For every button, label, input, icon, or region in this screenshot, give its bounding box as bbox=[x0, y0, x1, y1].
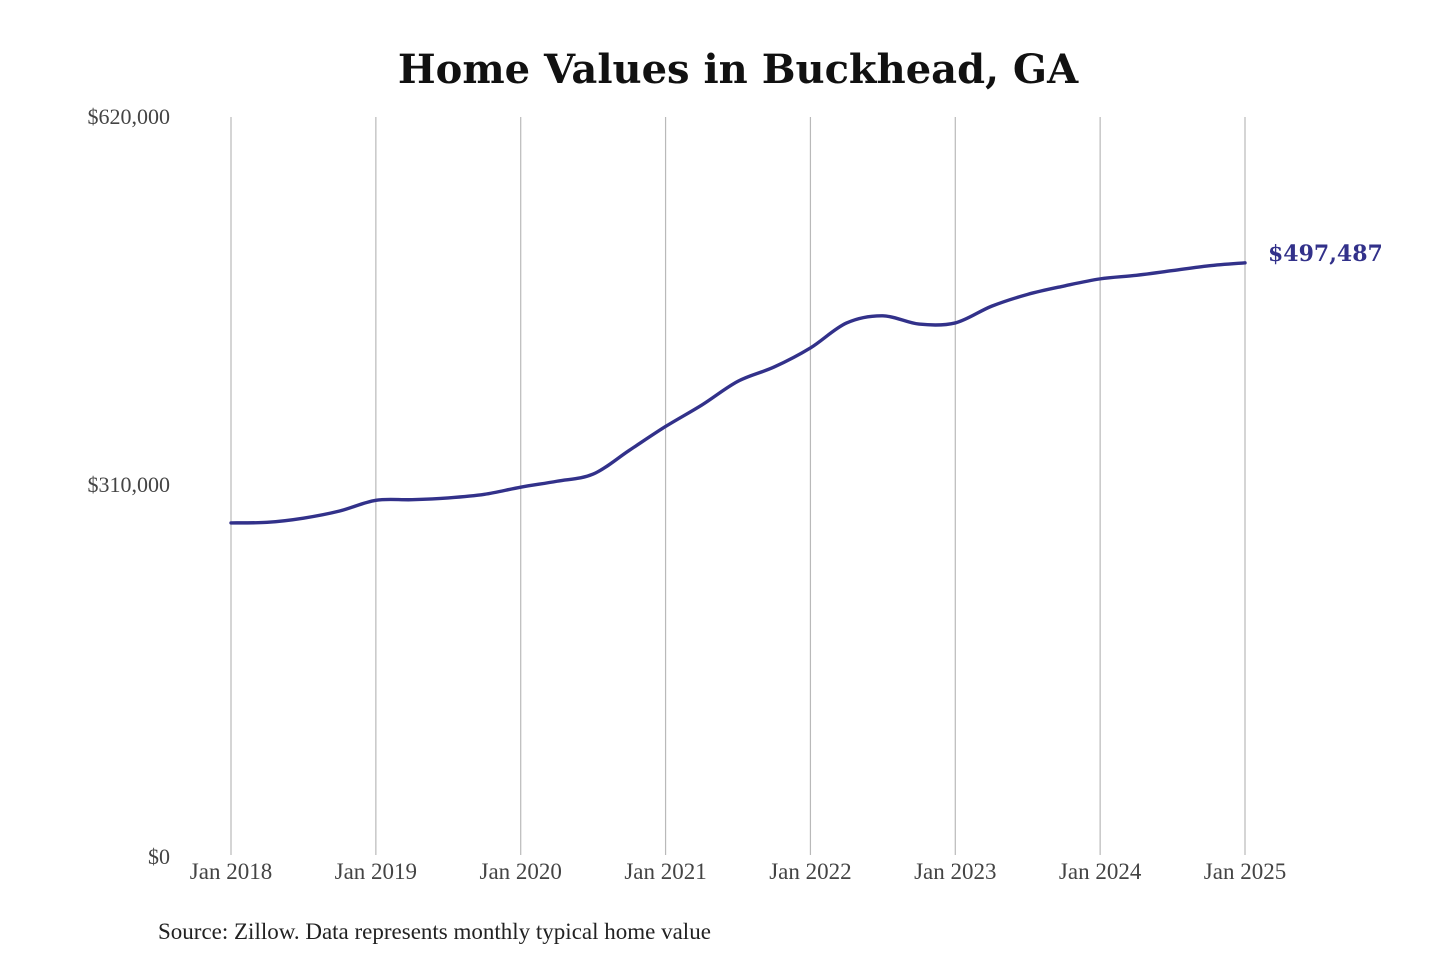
x-tick-label: Jan 2024 bbox=[1059, 859, 1142, 884]
x-tick-label: Jan 2022 bbox=[769, 859, 851, 884]
y-tick-label: $0 bbox=[148, 844, 170, 869]
y-tick-label: $620,000 bbox=[88, 104, 171, 129]
x-tick-label: Jan 2020 bbox=[480, 859, 562, 884]
source-note: Source: Zillow. Data represents monthly … bbox=[158, 919, 711, 944]
vertical-gridlines bbox=[230, 117, 1246, 855]
home-value-line bbox=[229, 261, 1247, 525]
x-tick-label: Jan 2018 bbox=[190, 859, 272, 884]
chart-title: Home Values in Buckhead, GA bbox=[398, 46, 1079, 93]
latest-value-label: $497,487 bbox=[1268, 241, 1383, 267]
x-axis-ticks: Jan 2018 Jan 2019 Jan 2020 Jan 2021 Jan 2022… bbox=[190, 859, 1286, 884]
y-tick-label: $310,000 bbox=[88, 472, 171, 497]
x-tick-label: Jan 2025 bbox=[1204, 859, 1286, 884]
x-tick-label: Jan 2021 bbox=[624, 859, 706, 884]
x-tick-label: Jan 2019 bbox=[335, 859, 417, 884]
x-tick-label: Jan 2023 bbox=[914, 859, 996, 884]
y-axis-ticks: $620,000 $310,000 $0 bbox=[88, 104, 171, 869]
